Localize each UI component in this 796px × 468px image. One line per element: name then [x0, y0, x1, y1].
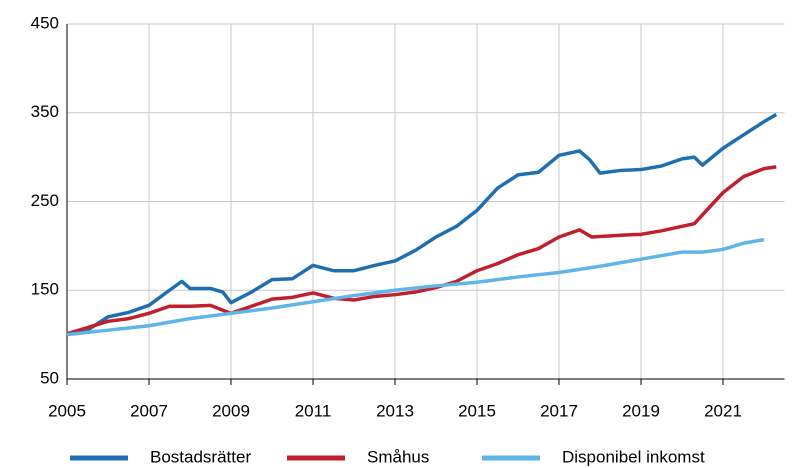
x-tick-label: 2015 [458, 401, 496, 420]
x-tick-label: 2009 [212, 401, 250, 420]
y-tick-label: 50 [40, 368, 59, 387]
y-tick-label: 350 [31, 102, 59, 121]
x-tick-label: 2011 [295, 401, 332, 420]
y-tick-label: 250 [31, 191, 59, 210]
y-tick-label: 450 [31, 13, 59, 32]
y-tick-label: 150 [31, 280, 59, 299]
x-tick-label: 2007 [130, 401, 168, 420]
x-tick-label: 2017 [540, 401, 578, 420]
x-tick-label: 2021 [704, 401, 742, 420]
legend-label: Småhus [367, 447, 429, 466]
legend-label: Bostadsrätter [150, 447, 251, 466]
x-tick-label: 2013 [376, 401, 414, 420]
legend-label: Disponibel inkomst [562, 447, 705, 466]
series-line [66, 165, 777, 336]
x-tick-label: 2005 [48, 401, 86, 420]
series-line [66, 113, 778, 336]
x-tick-label: 2019 [622, 401, 660, 420]
series-line [66, 237, 765, 337]
